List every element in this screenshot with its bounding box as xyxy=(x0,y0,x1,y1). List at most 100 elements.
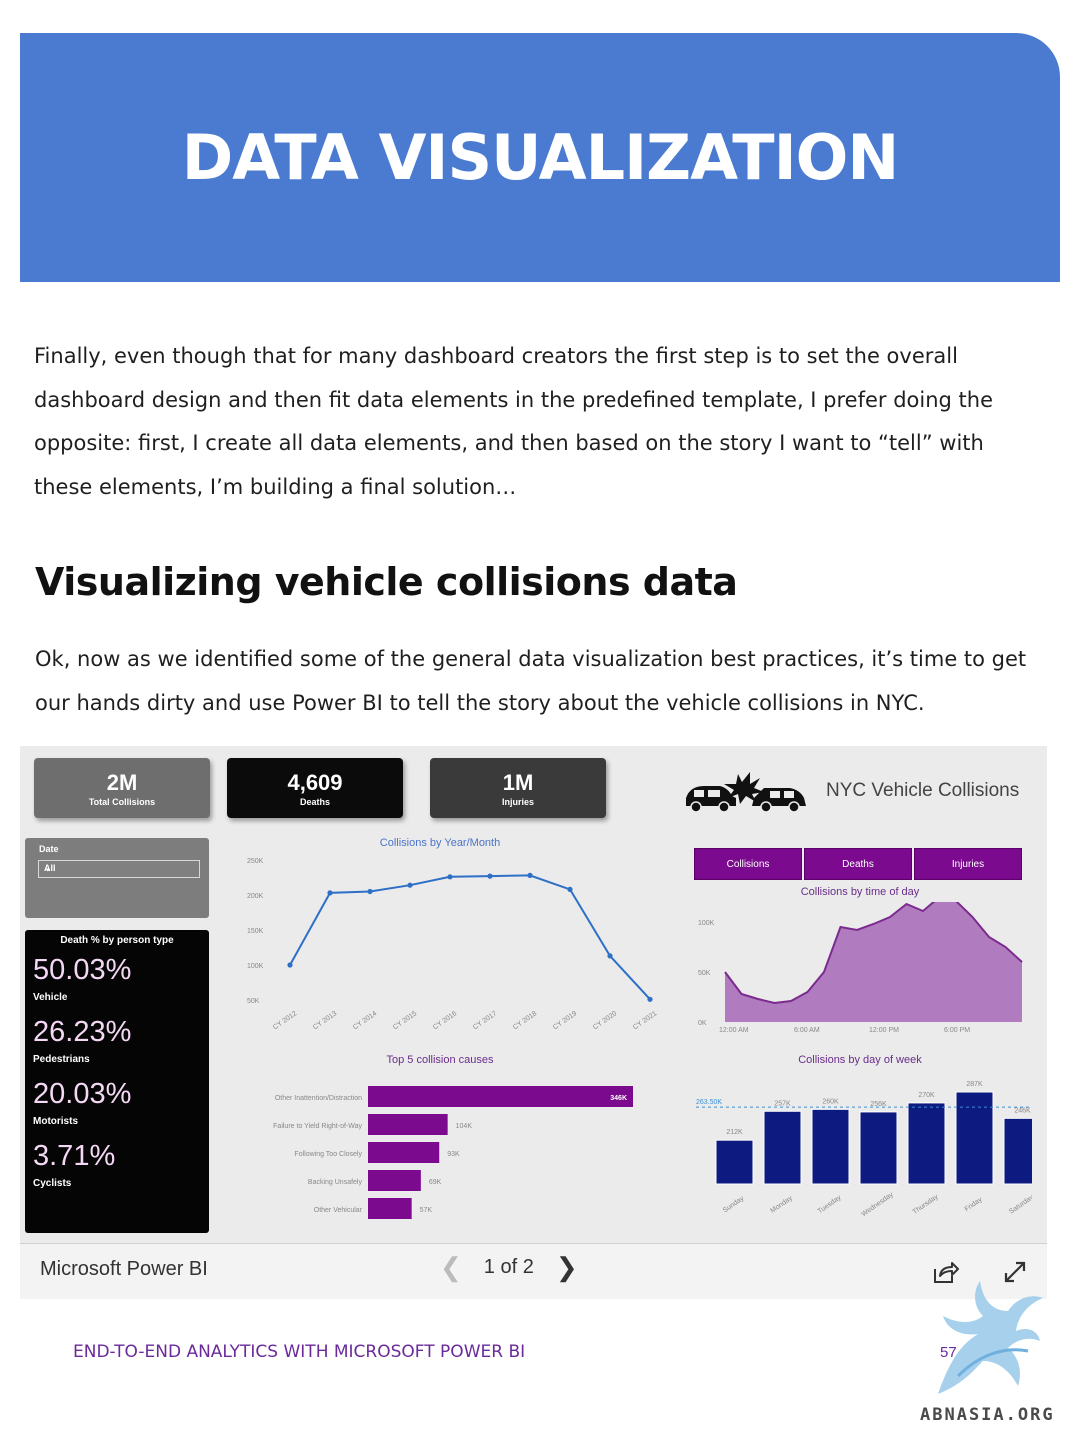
bar xyxy=(368,1142,440,1163)
tab-injuries[interactable]: Injuries xyxy=(914,848,1022,880)
bar-category-label: Failure to Yield Right-of-Way xyxy=(273,1123,362,1130)
x-tick-label: CY 2013 xyxy=(312,1010,338,1031)
kpi-card-deaths[interactable]: 4,609 Deaths xyxy=(227,758,403,818)
y-tick-label: 50K xyxy=(247,998,260,1005)
column-data-label: 246K xyxy=(1014,1107,1031,1114)
horizontal-bar-chart[interactable]: Other Inattention/Distraction 346K Failure… xyxy=(220,1076,660,1236)
share-icon[interactable] xyxy=(930,1257,960,1287)
death-pct-value: 50.03% xyxy=(33,954,132,986)
x-tick-label: CY 2014 xyxy=(352,1010,378,1031)
measure-tabs: Collisions Deaths Injuries xyxy=(694,848,1022,880)
bar-data-label: 69K xyxy=(429,1179,442,1186)
kpi-card-injuries[interactable]: 1M Injuries xyxy=(430,758,606,818)
kpi-card-collisions[interactable]: 2M Total Collisions xyxy=(34,758,210,818)
bar-data-label: 104K xyxy=(456,1123,473,1130)
area-line xyxy=(724,902,1023,1005)
data-point xyxy=(487,873,493,879)
area-chart[interactable]: 0K 50K 100K 12:00 AM 6:00 AM 12:00 PM 6:00 PM xyxy=(672,902,1032,1042)
date-dropdown[interactable]: All ⌄ xyxy=(38,860,200,878)
power-bi-report: 2M Total Collisions 4,609 Deaths 1M Inju… xyxy=(20,746,1047,1299)
page-indicator: 1 of 2 xyxy=(483,1255,534,1278)
chevron-down-icon: ⌄ xyxy=(44,863,52,873)
x-tick-label: Tuesday xyxy=(817,1194,843,1215)
page-navigator: ❮ 1 of 2 ❯ xyxy=(440,1254,578,1280)
x-tick-label: Friday xyxy=(964,1196,984,1213)
column-bar xyxy=(811,1108,850,1185)
death-pct-label: Pedestrians xyxy=(33,1054,90,1065)
y-tick-label: 0K xyxy=(698,1020,707,1027)
bar-chart-title: Top 5 collision causes xyxy=(386,1054,494,1066)
column-chart-title: Collisions by day of week xyxy=(798,1054,922,1066)
watermark-logo xyxy=(938,1281,1043,1394)
column-bar xyxy=(859,1111,898,1185)
page-footer-text: END-TO-END ANALYTICS WITH MICROSOFT POWE… xyxy=(73,1342,526,1362)
column-data-label: 212K xyxy=(726,1129,743,1136)
average-label: 263.50K xyxy=(696,1099,722,1106)
y-tick-label: 100K xyxy=(698,920,715,927)
report-canvas: 2M Total Collisions 4,609 Deaths 1M Inju… xyxy=(20,746,1047,1243)
bar xyxy=(368,1170,421,1191)
x-tick-label: Monday xyxy=(769,1194,794,1214)
line-chart-title: Collisions by Year/Month xyxy=(379,837,501,849)
column-data-label: 287K xyxy=(966,1081,983,1088)
column-bar xyxy=(763,1110,802,1185)
fullscreen-icon[interactable] xyxy=(1000,1257,1030,1287)
death-pct-label: Vehicle xyxy=(33,992,68,1003)
intro-paragraph: Finally, even though that for many dashb… xyxy=(34,344,994,499)
column-data-label: 270K xyxy=(918,1092,935,1099)
column-data-label: 256K xyxy=(870,1101,887,1108)
column-bar xyxy=(907,1102,946,1185)
x-tick-label: 12:00 AM xyxy=(719,1027,749,1034)
column-bar xyxy=(955,1091,994,1185)
column-chart[interactable]: 212K Sunday 257K Monday 260K Tuesday 256K Wedne… xyxy=(672,1072,1032,1242)
y-tick-label: 50K xyxy=(698,970,711,977)
kpi-label: Total Collisions xyxy=(88,797,156,807)
x-tick-label: CY 2016 xyxy=(432,1010,458,1031)
x-tick-label: Saturday xyxy=(1008,1194,1032,1216)
kpi-label: Injuries xyxy=(501,797,534,807)
y-tick-label: 250K xyxy=(247,858,264,865)
x-tick-label: Thursday xyxy=(912,1193,940,1216)
tab-deaths[interactable]: Deaths xyxy=(804,848,912,880)
slicer-label: Date xyxy=(39,844,59,854)
data-point xyxy=(407,882,413,888)
x-tick-label: CY 2020 xyxy=(592,1010,618,1031)
data-point xyxy=(287,962,293,968)
section-paragraph: Ok, now as we identified some of the gen… xyxy=(35,647,1027,715)
x-tick-label: 12:00 PM xyxy=(869,1027,899,1034)
column-bar xyxy=(1003,1117,1032,1185)
line-chart[interactable]: 50K 100K 150K 200K 250K CY 2012 CY 2013 CY 2014… xyxy=(220,850,660,1050)
death-pct-value: 3.71% xyxy=(33,1140,116,1172)
page-number: 57 xyxy=(940,1344,957,1361)
death-pct-value: 20.03% xyxy=(33,1078,132,1110)
kpi-value: 4,609 xyxy=(287,770,343,795)
previous-page-icon[interactable]: ❮ xyxy=(440,1252,462,1282)
data-point xyxy=(567,886,573,892)
bar-category-label: Following Too Closely xyxy=(294,1151,362,1158)
bar-category-label: Backing Unsafely xyxy=(308,1179,363,1186)
x-tick-label: Wednesday xyxy=(861,1191,896,1218)
bar-category-label: Other Inattention/Distraction xyxy=(275,1095,362,1102)
line-series xyxy=(289,874,651,1000)
x-tick-label: 6:00 AM xyxy=(794,1027,820,1034)
column-bar xyxy=(715,1139,754,1185)
y-tick-label: 200K xyxy=(247,893,264,900)
death-pct-label: Cyclists xyxy=(33,1178,72,1189)
card-title: Death % by person type xyxy=(60,935,174,946)
bar xyxy=(368,1114,448,1135)
death-pct-value: 26.23% xyxy=(33,1016,132,1048)
tab-collisions[interactable]: Collisions xyxy=(694,848,802,880)
collision-logo-icon xyxy=(680,768,820,821)
power-bi-brand[interactable]: Microsoft Power BI xyxy=(40,1258,208,1280)
date-slicer: Date All ⌄ xyxy=(25,838,209,918)
x-tick-label: CY 2019 xyxy=(552,1010,578,1031)
data-point xyxy=(327,890,333,896)
death-percent-card: Death % by person type 50.03% Vehicle 26… xyxy=(25,930,209,1233)
page-title: DATA VISUALIZATION xyxy=(181,121,899,194)
next-page-icon[interactable]: ❯ xyxy=(555,1252,578,1282)
data-point xyxy=(367,888,373,895)
section-heading: Visualizing vehicle collisions data xyxy=(35,560,738,604)
death-pct-label: Motorists xyxy=(33,1116,78,1127)
bar-data-label: 57K xyxy=(420,1207,433,1214)
x-tick-label: CY 2017 xyxy=(472,1010,498,1031)
